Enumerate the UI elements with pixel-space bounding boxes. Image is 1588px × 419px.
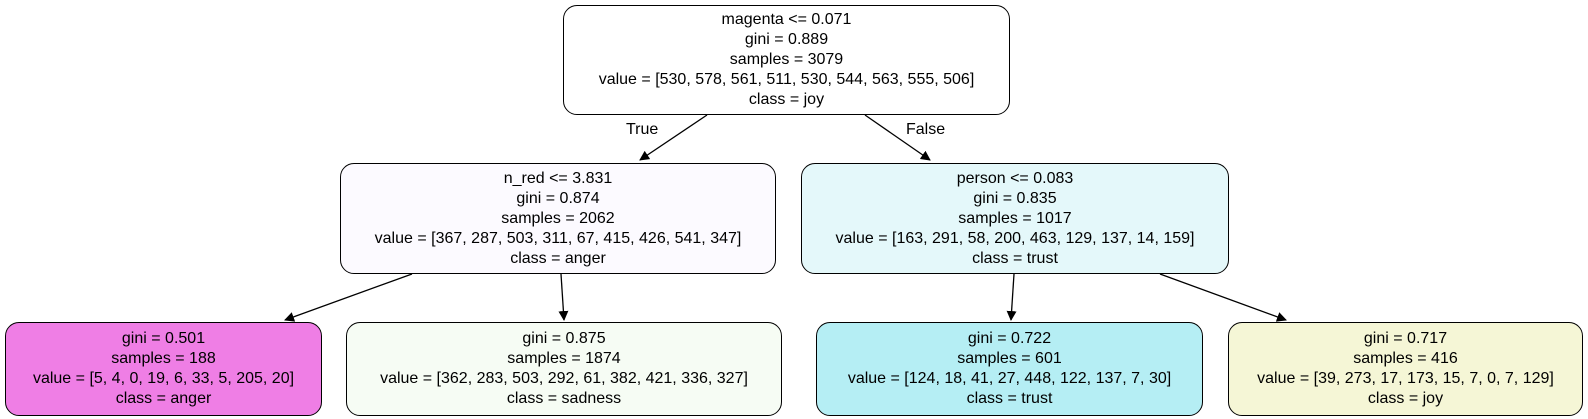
node-class: class = joy [748,91,825,108]
node-gini: gini = 0.722 [967,330,1052,347]
leaf-node-3: gini = 0.722 samples = 601 value = [124,… [816,322,1203,416]
leaf-node-1: gini = 0.501 samples = 188 value = [5, 4… [5,322,322,416]
node-samples: samples = 3079 [729,51,844,68]
node-gini: gini = 0.501 [121,330,206,347]
node-samples: samples = 416 [1353,350,1458,367]
node-value: value = [530, 578, 561, 511, 530, 544, 5… [598,71,975,88]
edge-label-false: False [906,121,946,138]
node-class: class = sadness [506,390,622,407]
node-value: value = [362, 283, 503, 292, 61, 382, 42… [380,370,748,387]
edge-right-leaf4 [1159,273,1287,322]
node-class: class = anger [510,249,606,267]
node-samples: samples = 601 [957,350,1062,367]
node-value: value = [39, 273, 17, 173, 15, 7, 0, 7, … [1257,370,1554,387]
node-right: person <= 0.083 gini = 0.835 samples = 1… [801,163,1229,274]
node-gini: gini = 0.874 [516,189,600,207]
node-class: class = joy [1367,390,1444,407]
node-value: value = [124, 18, 41, 27, 448, 122, 137,… [847,370,1172,387]
node-gini: gini = 0.889 [744,31,829,48]
node-class: class = trust [972,249,1058,267]
edge-right-leaf3 [1006,273,1017,321]
node-value: value = [367, 287, 503, 311, 67, 415, 42… [374,229,742,247]
node-value: value = [163, 291, 58, 200, 463, 129, 13… [835,229,1195,247]
node-root: magenta <= 0.071 gini = 0.889 samples = … [563,5,1010,115]
node-class: class = trust [966,390,1053,407]
edge-label-true: True [626,121,659,138]
node-split: n_red <= 3.831 [503,169,613,187]
leaf-node-4: gini = 0.717 samples = 416 value = [39, … [1228,322,1583,416]
node-samples: samples = 188 [111,350,216,367]
node-gini: gini = 0.717 [1363,330,1448,347]
leaf-node-2: gini = 0.875 samples = 1874 value = [362… [346,322,782,416]
edge-left-leaf1 [284,273,413,322]
node-samples: samples = 2062 [501,209,615,227]
node-samples: samples = 1017 [958,209,1072,227]
edge-root-left [639,114,708,161]
node-split: person <= 0.083 [956,169,1074,187]
node-class: class = anger [115,390,212,407]
node-samples: samples = 1874 [507,350,621,367]
node-value: value = [5, 4, 0, 19, 6, 33, 5, 205, 20] [32,370,295,387]
node-gini: gini = 0.835 [973,189,1057,207]
edge-root-right [864,114,931,161]
node-gini: gini = 0.875 [522,330,606,347]
node-split: magenta <= 0.071 [721,11,852,28]
node-left: n_red <= 3.831 gini = 0.874 samples = 20… [340,163,776,274]
edge-left-leaf2 [558,273,569,321]
